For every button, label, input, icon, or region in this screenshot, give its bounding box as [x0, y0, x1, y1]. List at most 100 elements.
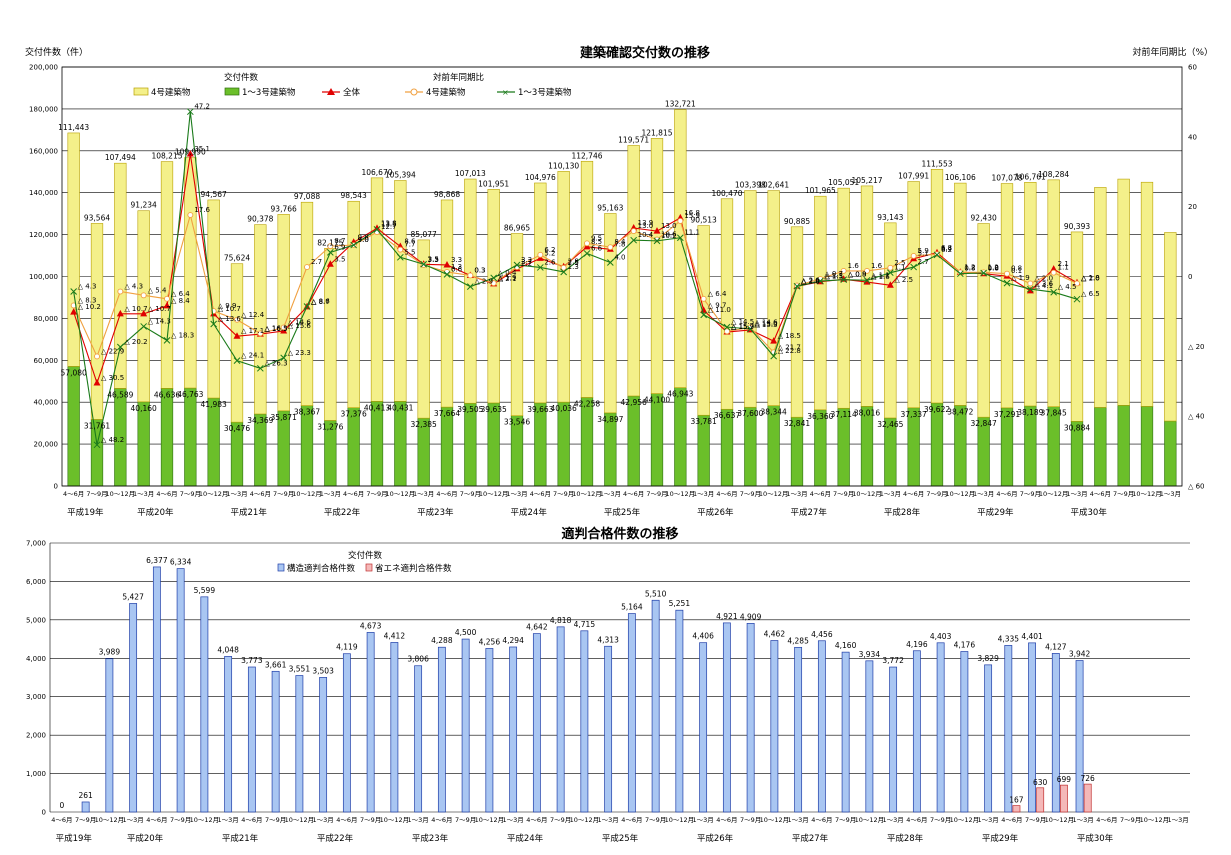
top-year-label: 平成19年: [67, 507, 104, 518]
ratio-label-1-3go: 9.0: [358, 236, 369, 244]
bar-1-3go: [744, 406, 757, 487]
point-4go: [94, 353, 100, 360]
ratio-label-4go: △ 2.0: [1081, 274, 1100, 282]
bar-4go: [440, 199, 454, 408]
bar-1-3go-value-label: 38,016: [854, 408, 880, 417]
bottom-y-tick-label: 3,000: [26, 693, 46, 701]
ratio-label-4go: 6.2: [544, 246, 555, 254]
bar-1-3go-value-label: 42,258: [574, 399, 600, 408]
ratio-label-4go: 9.0: [358, 236, 369, 244]
ratio-label-4go: △ 2.0: [1034, 274, 1053, 282]
point-4go: [1027, 280, 1034, 287]
ratio-label-total: 0.1: [1011, 267, 1022, 275]
bar-kozo-value-label: 5,251: [669, 599, 691, 608]
legend-marker-4go: [410, 88, 418, 96]
top-axes: 020,00040,00060,00080,000100,000120,0001…: [29, 64, 1204, 519]
bar-1-3go-value-label: 40,431: [387, 403, 413, 412]
bottom-y-tick-label: 2,000: [26, 732, 46, 740]
top-x-tick-label: 10～12月: [199, 490, 229, 498]
point-4go: [234, 316, 240, 323]
ratio-label-total: 2.2: [521, 260, 532, 268]
ratio-label-total: 3.5: [428, 255, 439, 263]
bottom-year-label: 平成24年: [507, 833, 544, 844]
ratio-label-4go: 15.9: [684, 212, 700, 220]
bottom-x-tick-label: 7～9月: [170, 816, 191, 824]
legend-swatch-1-3go: [224, 87, 240, 96]
top-lines: [70, 108, 1081, 449]
ratio-label-4go: 1.2: [988, 263, 999, 271]
ratio-label-1-3go: 6.2: [941, 246, 952, 254]
point-4go: [397, 246, 404, 253]
bar-kozo: [960, 651, 969, 813]
ratio-label-1-3go: △ 0.9: [848, 271, 867, 279]
ratio-label-total: 0.3: [474, 266, 485, 274]
top-x-tick-label: 7～9月: [553, 490, 574, 498]
point-1-3go: [420, 260, 428, 268]
top-y-tick-label: 100,000: [29, 273, 58, 281]
bar-shoene: [1060, 784, 1068, 813]
bar-1-3go-value-label: 44,100: [644, 396, 670, 405]
bottom-year-label: 平成25年: [602, 833, 639, 844]
bar-kozo: [1004, 645, 1013, 813]
bar-kozo-value-label: 4,196: [906, 640, 928, 649]
ratio-label-4go: △ 1.9: [498, 274, 517, 282]
bar-4go-value-label: 97,088: [294, 192, 320, 201]
point-1-3go: [933, 251, 941, 259]
bar-kozo-value-label: 4,921: [716, 612, 738, 621]
bar-1-3go: [1024, 405, 1037, 487]
top-y-tick-label: 60,000: [34, 357, 59, 365]
ratio-label-4go: 1.1: [1058, 264, 1069, 272]
bar-1-3go: [440, 406, 454, 487]
bar-1-3go: [277, 410, 290, 487]
bottom-x-tick-label: 10～12月: [855, 816, 885, 824]
bottom-x-tick-label: 4～6月: [1001, 816, 1022, 824]
bar-kozo-value-label: 4,456: [811, 630, 833, 639]
ratio-label-1-3go: △ 4.3: [78, 283, 97, 291]
point-total: [1026, 286, 1034, 294]
bar-4go-value-label: 107,013: [455, 169, 486, 178]
bar-kozo-value-label: 5,599: [194, 586, 216, 595]
bar-4go: [604, 213, 617, 414]
ratio-label-1-3go: △ 6.5: [1081, 290, 1100, 298]
bar-1-3go-value-label: 39,663: [527, 405, 553, 414]
bottom-x-tick-label: 7～9月: [645, 816, 666, 824]
bar-4go-value-label: 105,217: [851, 176, 882, 185]
bar-1-3go: [1140, 406, 1154, 487]
ratio-label-4go: 1.3: [451, 263, 462, 271]
bar-4go-value-label: 75,624: [224, 254, 250, 263]
ratio-label-total: 35.1: [194, 145, 210, 153]
ratio-label-4go: 1.6: [871, 262, 883, 270]
top-x-tick-label: 1～3月: [693, 490, 714, 498]
bar-kozo: [319, 677, 328, 813]
bar-4go-value-label: 98,868: [434, 190, 460, 199]
bar-shoene: [1083, 783, 1092, 813]
bottom-x-tick-label: 1～3月: [122, 816, 143, 824]
ratio-label-4go: 10.6: [661, 230, 677, 238]
bar-4go: [1164, 232, 1177, 422]
bar-4go: [207, 199, 220, 399]
top-year-label: 平成23年: [417, 507, 454, 518]
bar-1-3go-value-label: 36,360: [807, 412, 833, 421]
point-4go: [117, 288, 124, 295]
ratio-label-1-3go: △ 1.9: [1011, 274, 1030, 282]
point-1-3go: [326, 249, 334, 256]
bar-kozo-value-label: 3,503: [312, 666, 334, 675]
bar-4go: [370, 177, 384, 402]
line-1-3go: [73, 111, 1078, 445]
top-x-tick-label: 7～9月: [460, 490, 481, 498]
bar-1-3go: [580, 397, 594, 487]
point-1-3go: [583, 250, 591, 257]
bar-kozo: [1028, 642, 1036, 813]
bar-4go-value-label: 108,215: [151, 152, 182, 161]
bar-1-3go-value-label: 31,761: [84, 421, 110, 430]
point-1-3go: [700, 311, 708, 319]
top-x-tick-label: 10～12月: [1039, 490, 1069, 498]
ratio-label-total: 5.1: [918, 250, 929, 258]
point-1-3go: [1026, 285, 1034, 293]
bar-kozo-value-label: 261: [78, 791, 93, 800]
bar-kozo: [485, 648, 494, 813]
bar-1-3go-value-label: 41,983: [201, 400, 227, 409]
point-1-3go: [1003, 279, 1011, 287]
legend-label-4go: 4号建築物: [151, 87, 191, 98]
